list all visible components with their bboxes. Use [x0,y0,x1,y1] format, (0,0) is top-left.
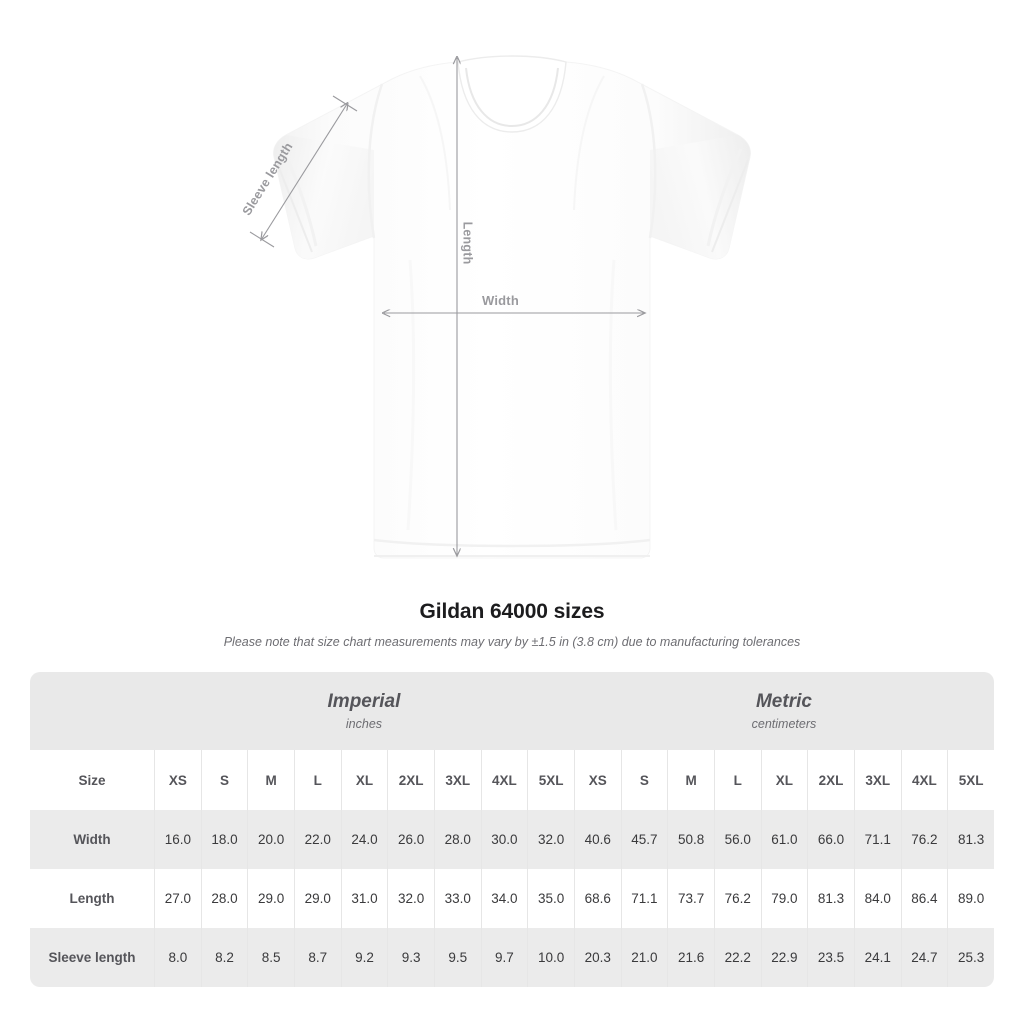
cell-sleeve-length-imperial-2xl: 9.3 [387,928,434,987]
row-header-width: Width [30,810,154,869]
cell-length-imperial-3xl: 33.0 [433,869,481,928]
length-label: Length [460,221,475,265]
column-header-metric-l: L [713,750,761,810]
group-unit: inches [345,716,383,731]
cell-width-metric-4xl: 76.2 [900,810,948,869]
column-header-metric-2xl: 2XL [807,750,854,810]
cell-width-imperial-xs: 16.0 [154,810,201,869]
cell-sleeve-length-metric-4xl: 24.7 [900,928,948,987]
group-name: Metric [755,691,812,713]
group-unit: centimeters [751,716,817,731]
column-header-size: Size [30,750,154,810]
cell-width-metric-l: 56.0 [713,810,761,869]
table-group-header-row: Imperial inches Metric centimeters [30,672,994,750]
cell-length-imperial-xs: 27.0 [154,869,201,928]
cell-length-imperial-4xl: 34.0 [480,869,528,928]
cell-width-imperial-3xl: 28.0 [433,810,481,869]
column-header-imperial-5xl: 5XL [527,750,574,810]
cell-width-imperial-l: 22.0 [293,810,341,869]
tolerance-note: Please note that size chart measurements… [223,635,801,649]
cell-length-imperial-2xl: 32.0 [387,869,434,928]
cell-width-metric-m: 50.8 [667,810,714,869]
table-size-header-row: Size XS S M L XL 2XL 3XL 4XL 5XL XS S M L XL 2XL 3XL 4XL 5… [30,750,994,810]
column-header-metric-5xl: 5XL [947,750,994,810]
column-header-imperial-2xl: 2XL [387,750,434,810]
page-title: Gildan 64000 sizes [419,600,605,623]
cell-length-metric-4xl: 86.4 [900,869,948,928]
width-label: Width [482,293,519,308]
cell-width-metric-3xl: 71.1 [853,810,901,869]
size-chart-table-wrapper: Imperial inches Metric centimeters Size XS S M L… [30,672,994,987]
cell-sleeve-length-imperial-s: 8.2 [200,928,248,987]
cell-length-imperial-m: 29.0 [247,869,294,928]
row-header-sleeve-length: Sleeve length [30,928,154,987]
table-row: Sleeve length 8.0 8.2 8.5 8.7 9.2 9.3 9.5 9.7 10.… [30,928,994,987]
table-row: Width 16.0 18.0 20.0 22.0 24.0 26.0 28.0 30.0 32.… [30,810,994,869]
tshirt-illustration [249,55,751,559]
cell-width-metric-5xl: 81.3 [947,810,994,869]
cell-width-metric-xl: 61.0 [760,810,808,869]
column-header-imperial-xs: XS [154,750,201,810]
cell-width-metric-s: 45.7 [620,810,668,869]
cell-sleeve-length-imperial-xl: 9.2 [340,928,388,987]
column-header-imperial-xl: XL [340,750,388,810]
column-header-metric-m: M [667,750,714,810]
column-header-imperial-3xl: 3XL [433,750,481,810]
column-header-imperial-s: S [200,750,248,810]
cell-width-imperial-m: 20.0 [247,810,294,869]
column-header-metric-xl: XL [760,750,808,810]
cell-width-imperial-4xl: 30.0 [480,810,528,869]
cell-sleeve-length-imperial-5xl: 10.0 [527,928,574,987]
group-header-imperial: Imperial inches [154,672,574,750]
cell-sleeve-length-imperial-4xl: 9.7 [480,928,528,987]
cell-length-imperial-xl: 31.0 [340,869,388,928]
cell-sleeve-length-imperial-3xl: 9.5 [433,928,481,987]
row-header-length: Length [30,869,154,928]
cell-width-imperial-xl: 24.0 [340,810,388,869]
cell-length-metric-l: 76.2 [713,869,761,928]
cell-sleeve-length-imperial-l: 8.7 [293,928,341,987]
group-name: Imperial [327,691,401,713]
group-header-spacer [30,672,154,750]
cell-length-metric-5xl: 89.0 [947,869,994,928]
cell-sleeve-length-metric-xs: 20.3 [573,928,621,987]
cell-length-metric-m: 73.7 [667,869,714,928]
cell-length-imperial-l: 29.0 [293,869,341,928]
cell-length-metric-3xl: 84.0 [853,869,901,928]
cell-width-imperial-5xl: 32.0 [527,810,574,869]
cell-length-metric-2xl: 81.3 [807,869,854,928]
cell-sleeve-length-imperial-xs: 8.0 [154,928,201,987]
column-header-metric-s: S [620,750,668,810]
column-header-imperial-4xl: 4XL [480,750,528,810]
column-header-metric-3xl: 3XL [853,750,901,810]
cell-sleeve-length-metric-m: 21.6 [667,928,714,987]
cell-width-metric-xs: 40.6 [573,810,621,869]
column-header-metric-xs: XS [573,750,621,810]
cell-sleeve-length-metric-3xl: 24.1 [853,928,901,987]
size-chart-table: Imperial inches Metric centimeters Size XS S M L… [30,672,994,987]
sleeve-length-arrow [249,95,358,248]
cell-sleeve-length-metric-5xl: 25.3 [947,928,994,987]
cell-sleeve-length-metric-s: 21.0 [620,928,668,987]
cell-sleeve-length-metric-xl: 22.9 [760,928,808,987]
column-header-imperial-m: M [247,750,294,810]
cell-length-metric-xs: 68.6 [573,869,621,928]
group-header-metric: Metric centimeters [573,672,994,750]
cell-width-imperial-s: 18.0 [200,810,248,869]
title-block: Gildan 64000 sizes Please note that size… [0,600,1024,649]
table-row: Length 27.0 28.0 29.0 29.0 31.0 32.0 33.0 34.0 35… [30,869,994,928]
cell-length-metric-s: 71.1 [620,869,668,928]
tshirt-diagram: Sleeve length Length Width [240,55,751,559]
cell-width-imperial-2xl: 26.0 [387,810,434,869]
cell-sleeve-length-imperial-m: 8.5 [247,928,294,987]
cell-length-metric-xl: 79.0 [760,869,808,928]
cell-sleeve-length-metric-2xl: 23.5 [807,928,854,987]
cell-length-imperial-5xl: 35.0 [527,869,574,928]
cell-length-imperial-s: 28.0 [200,869,248,928]
cell-sleeve-length-metric-l: 22.2 [713,928,761,987]
cell-width-metric-2xl: 66.0 [807,810,854,869]
column-header-imperial-l: L [293,750,341,810]
column-header-metric-4xl: 4XL [900,750,948,810]
